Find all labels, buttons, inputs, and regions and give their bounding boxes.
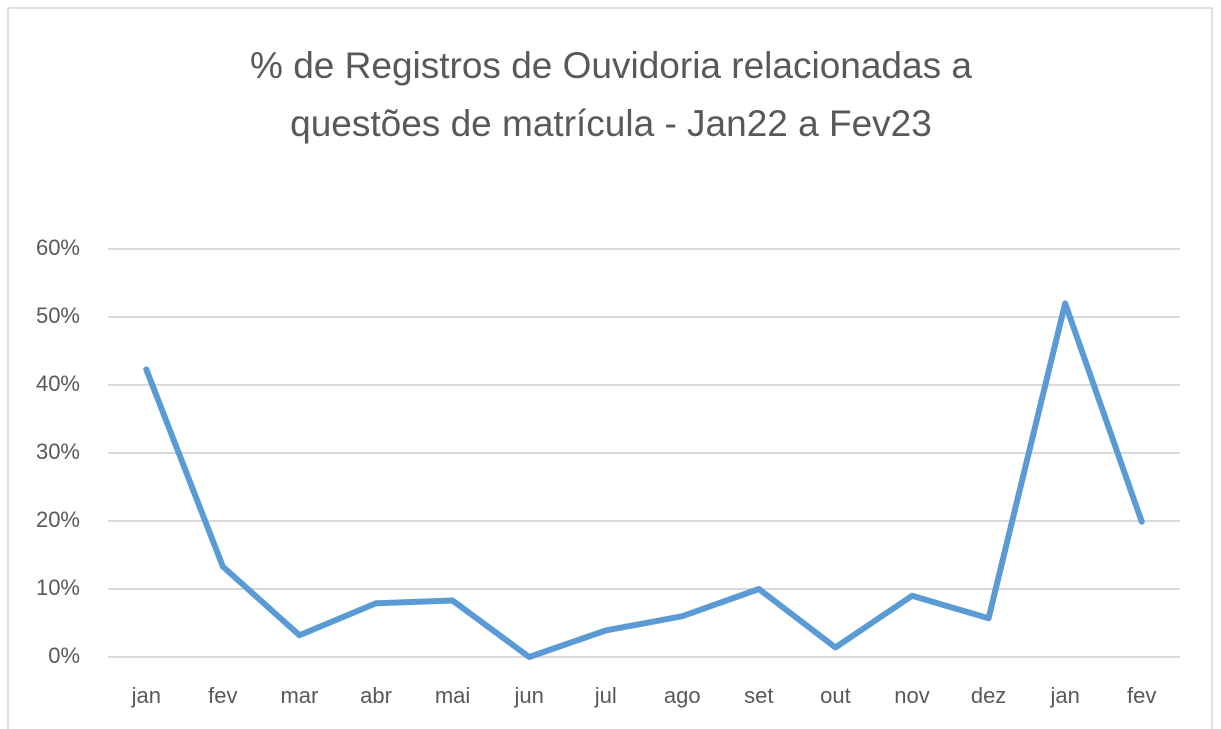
x-tick-label: set bbox=[744, 683, 773, 708]
x-tick-label: out bbox=[820, 683, 851, 708]
x-tick-label: jun bbox=[513, 683, 543, 708]
y-tick-label: 30% bbox=[36, 439, 80, 464]
y-tick-label: 50% bbox=[36, 303, 80, 328]
chart-title: % de Registros de Ouvidoria relacionadas… bbox=[250, 45, 972, 86]
x-tick-label: jan bbox=[1049, 683, 1079, 708]
x-tick-label: mar bbox=[280, 683, 318, 708]
x-tick-label: abr bbox=[360, 683, 392, 708]
chart-title: questões de matrícula - Jan22 a Fev23 bbox=[290, 103, 932, 144]
x-tick-label: jul bbox=[594, 683, 617, 708]
y-tick-label: 20% bbox=[36, 507, 80, 532]
y-tick-label: 10% bbox=[36, 575, 80, 600]
y-tick-label: 40% bbox=[36, 371, 80, 396]
x-tick-label: jan bbox=[131, 683, 161, 708]
data-line bbox=[143, 300, 1145, 660]
x-tick-label: nov bbox=[894, 683, 929, 708]
x-tick-label: dez bbox=[971, 683, 1006, 708]
x-tick-label: mai bbox=[435, 683, 470, 708]
x-tick-label: fev bbox=[1127, 683, 1156, 708]
x-tick-label: fev bbox=[208, 683, 237, 708]
y-tick-label: 60% bbox=[36, 235, 80, 260]
y-tick-label: 0% bbox=[48, 643, 80, 668]
x-tick-label: ago bbox=[664, 683, 701, 708]
chart-frame bbox=[7, 7, 1213, 729]
